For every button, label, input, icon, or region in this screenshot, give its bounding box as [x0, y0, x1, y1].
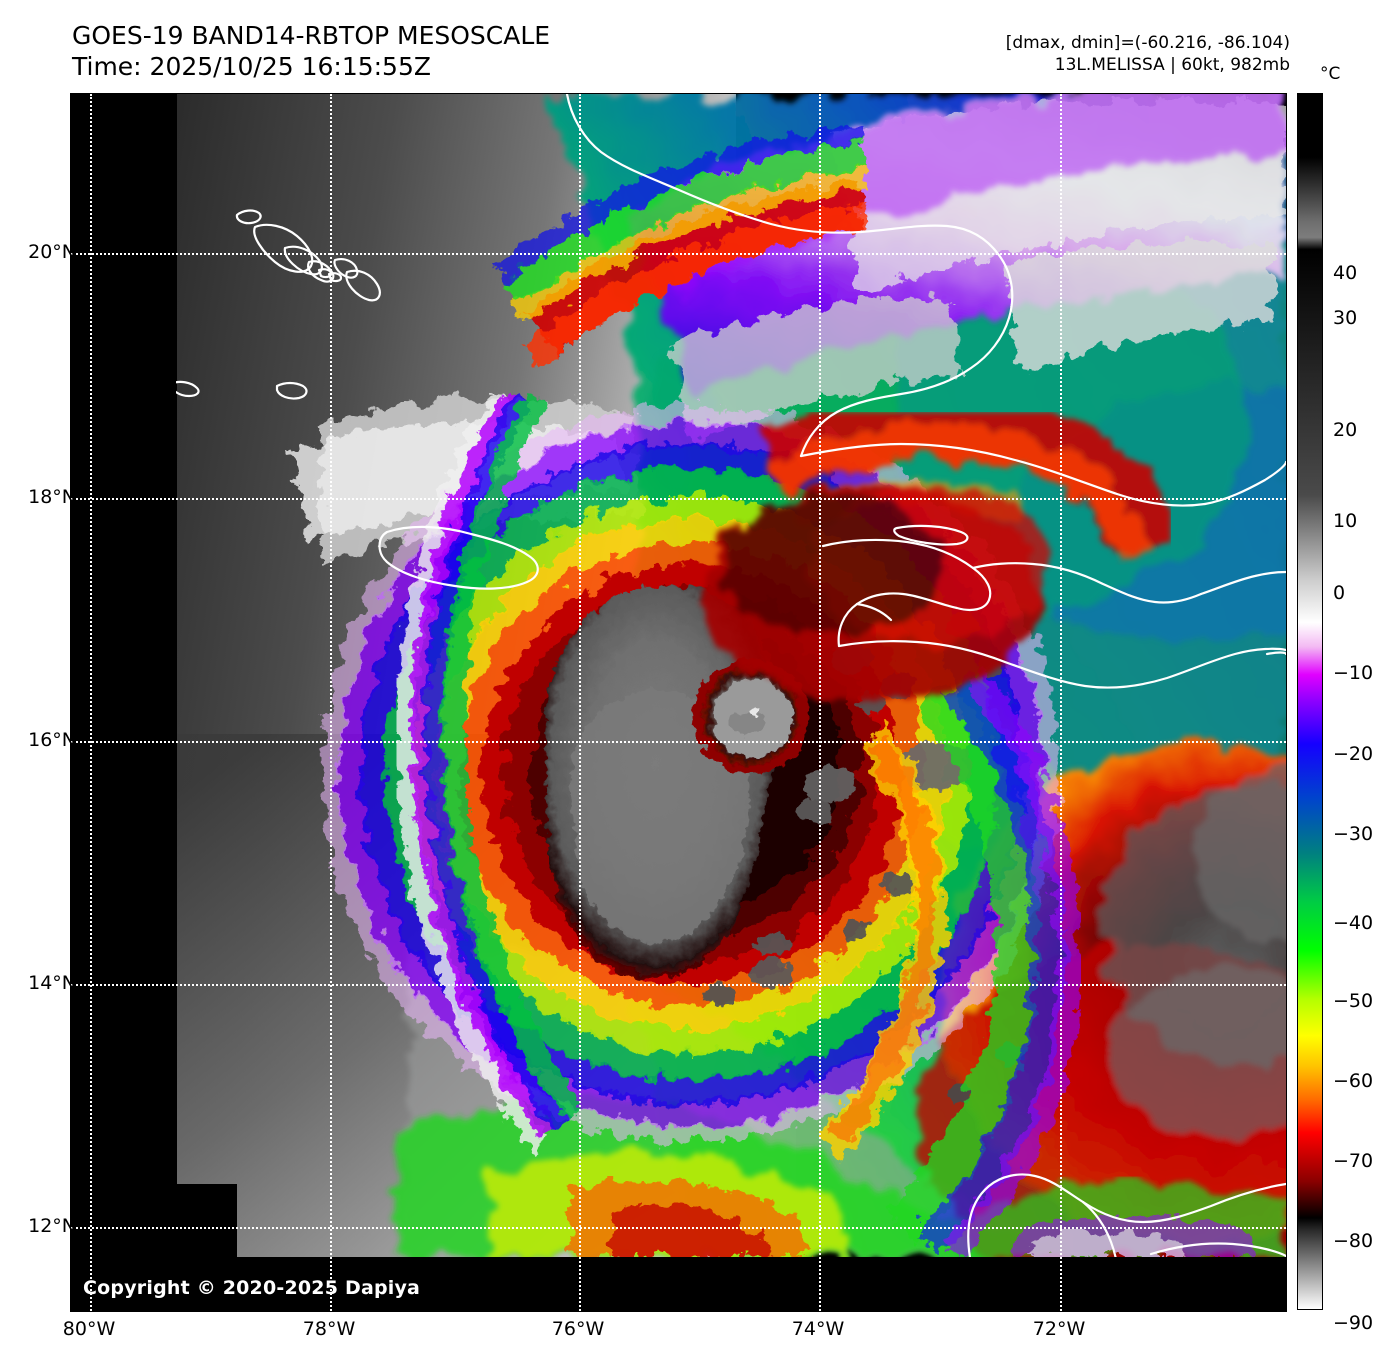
copyright-label: Copyright © 2020-2025 Dapiya	[83, 1277, 421, 1299]
ytick-label-18n: 18°N	[28, 486, 76, 508]
gridline-lon-80w	[90, 94, 92, 1311]
gridline-lon-76w	[579, 94, 581, 1311]
data-range-label: [dmax, dmin]=(-60.216, -86.104)	[1005, 33, 1290, 53]
cbtick-label-m10: −10	[1333, 662, 1374, 684]
title-block: GOES-19 BAND14-RBTOP MESOSCALE Time: 202…	[72, 20, 550, 82]
cbtick-label-0: 0	[1333, 582, 1346, 604]
cbtick-label-30: 30	[1333, 307, 1358, 329]
cbtick-label-20: 20	[1333, 419, 1358, 441]
cbtick-label-m70: −70	[1333, 1150, 1374, 1172]
gridline-lat-16n	[71, 741, 1286, 743]
ytick-label-12n: 12°N	[28, 1215, 76, 1237]
cbtick-label-m50: −50	[1333, 990, 1374, 1012]
cbtick-label-m30: −30	[1333, 823, 1374, 845]
cbtick-label-m60: −60	[1333, 1070, 1374, 1092]
cbtick-label-40: 40	[1333, 262, 1358, 284]
gridline-lat-20n	[71, 253, 1286, 255]
cbtick-label-m80: −80	[1333, 1230, 1374, 1252]
colorbar-unit-label: °C	[1320, 64, 1341, 84]
ytick-label-20n: 20°N	[28, 241, 76, 263]
cbtick-label-10: 10	[1333, 510, 1358, 532]
timestamp-label: Time: 2025/10/25 16:15:55Z	[72, 52, 431, 81]
xtick-label-72w: 72°W	[1032, 1318, 1086, 1340]
xtick-label-74w: 74°W	[791, 1318, 845, 1340]
xtick-label-80w: 80°W	[62, 1318, 116, 1340]
page-title: GOES-19 BAND14-RBTOP MESOSCALE	[72, 21, 551, 50]
ytick-label-16n: 16°N	[28, 729, 76, 751]
gridline-lat-18n	[71, 498, 1286, 500]
gridline-lat-12n	[71, 1227, 1286, 1229]
cbtick-label-m40: −40	[1333, 912, 1374, 934]
ir-satellite-raster	[71, 94, 1286, 1311]
gridline-lon-74w	[819, 94, 821, 1311]
coastline-overlay	[176, 94, 1286, 1257]
gridline-lon-78w	[330, 94, 332, 1311]
ytick-label-14n: 14°N	[28, 972, 76, 994]
cbtick-label-m90: −90	[1333, 1312, 1374, 1334]
storm-info-label: 13L.MELISSA | 60kt, 982mb	[1054, 55, 1290, 75]
gridline-lon-72w	[1060, 94, 1062, 1311]
xtick-label-76w: 76°W	[551, 1318, 605, 1340]
cbtick-label-m20: −20	[1333, 743, 1374, 765]
colorbar-gradient	[1298, 94, 1322, 1309]
gridline-lat-14n	[71, 984, 1286, 986]
colorbar[interactable]	[1297, 93, 1323, 1310]
annotation-block: [dmax, dmin]=(-60.216, -86.104) 13L.MELI…	[1006, 32, 1290, 76]
xtick-label-78w: 78°W	[302, 1318, 356, 1340]
satellite-image-plot[interactable]: Copyright © 2020-2025 Dapiya	[70, 93, 1287, 1312]
